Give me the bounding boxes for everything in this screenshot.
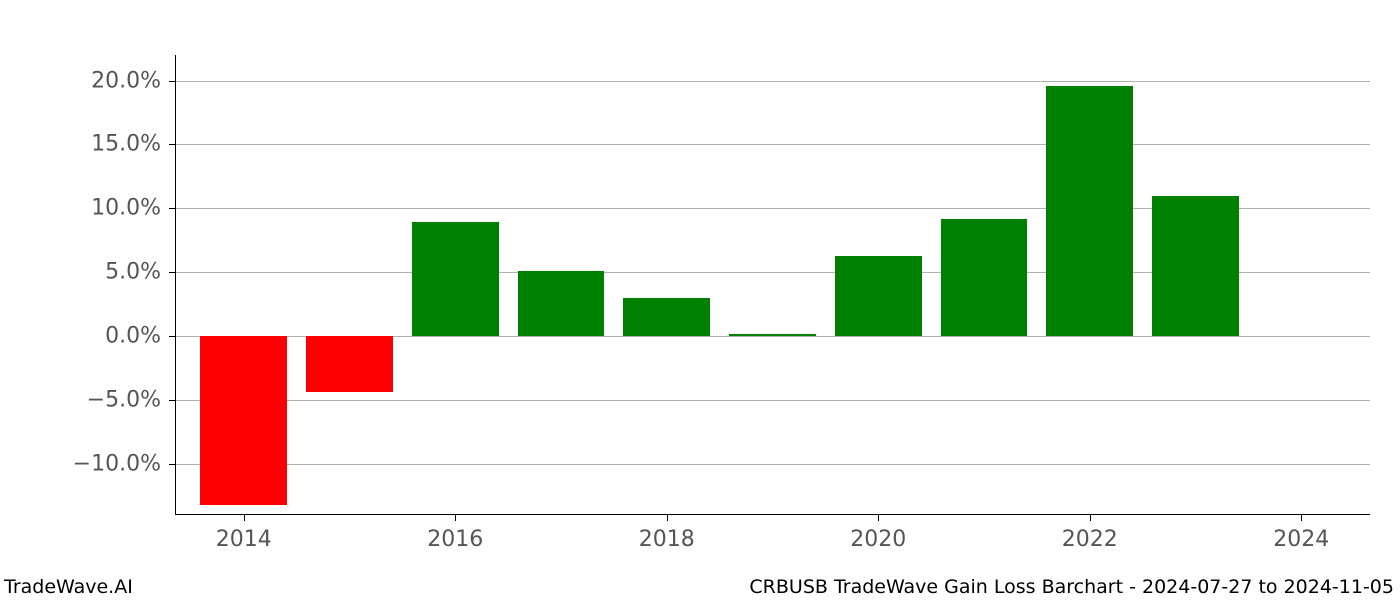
chart-root: −10.0% −5.0% 0.0% 5.0% 10.0% 15.0% 20.0% 2014 20… (0, 0, 1400, 600)
footer-left-text: TradeWave.AI (4, 576, 133, 598)
bar (941, 219, 1028, 337)
x-tick-label: 2020 (850, 515, 906, 552)
y-tick-label: −10.0% (73, 451, 175, 476)
grid-line (175, 144, 1370, 145)
y-tick-label: 10.0% (91, 196, 175, 221)
y-tick-label: 20.0% (91, 68, 175, 93)
bar (306, 336, 393, 392)
footer-right-text: CRBUSB TradeWave Gain Loss Barchart - 20… (749, 576, 1394, 598)
y-tick-label: 5.0% (105, 260, 175, 285)
x-tick-label: 2024 (1273, 515, 1329, 552)
bar (623, 298, 710, 336)
grid-line (175, 464, 1370, 465)
bar (412, 222, 499, 336)
x-tick-label: 2022 (1062, 515, 1118, 552)
bar (200, 336, 287, 505)
y-tick-label: 0.0% (105, 324, 175, 349)
grid-line (175, 400, 1370, 401)
bar (1046, 86, 1133, 336)
plot-area: −10.0%−5.0%0.0%5.0%10.0%15.0%20.0%201420… (175, 55, 1370, 515)
x-tick-label: 2018 (639, 515, 695, 552)
grid-line (175, 81, 1370, 82)
bar (518, 271, 605, 336)
bar (729, 334, 816, 337)
y-tick-label: 15.0% (91, 132, 175, 157)
bar (835, 256, 922, 337)
x-axis-spine (175, 514, 1370, 515)
bar (1152, 196, 1239, 337)
x-tick-label: 2014 (216, 515, 272, 552)
x-tick-label: 2016 (427, 515, 483, 552)
y-axis-spine (175, 55, 176, 515)
y-tick-label: −5.0% (87, 388, 175, 413)
